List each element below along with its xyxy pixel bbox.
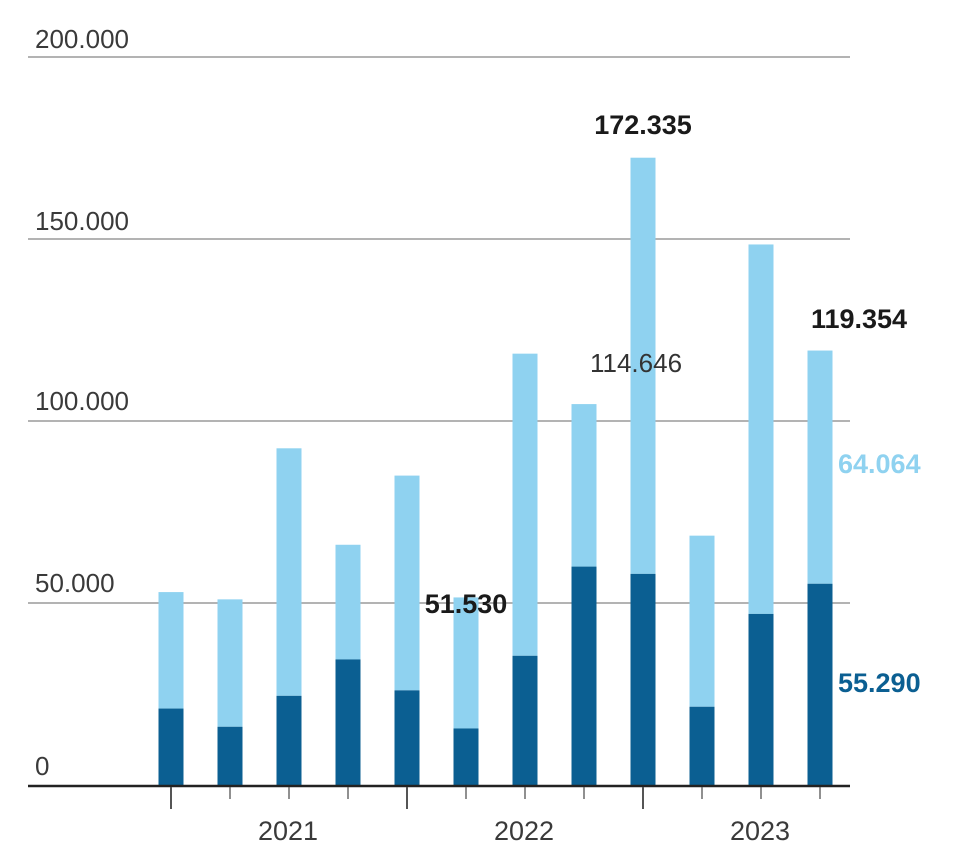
bar-dark-2023-q1 [630,573,656,785]
labels-layer: 200.000 150.000 100.000 50.000 0 2021 20… [35,24,921,844]
bar-dark-2022-q2 [453,728,479,785]
bar-light-2023-q4 [807,350,833,584]
bar-dark-2021-q2 [217,726,243,785]
bar-dark-2023-q3 [748,613,774,785]
bar-light-2023-q3 [748,244,774,614]
grid-layer [28,56,850,604]
total-label-2022-q2: 51.530 [425,589,508,619]
bar-light-2022-q2 [453,597,479,729]
x-ticks-layer [170,787,821,809]
bars-layer [158,157,833,785]
bar-dark-2021-q1 [158,708,184,785]
x-label-2022: 2022 [494,816,554,844]
bar-light-2023-q1 [630,157,656,574]
y-tick-label-50000: 50.000 [35,568,115,598]
y-tick-label-150000: 150.000 [35,206,129,236]
bar-light-2021-q1 [158,592,184,709]
segment-label-light-2023-q4: 64.064 [838,449,921,479]
segment-label-dark-2023-q4: 55.290 [838,668,921,698]
bar-light-2022-q1 [394,475,420,691]
x-label-2021: 2021 [258,816,318,844]
total-label-2023-q1: 172.335 [594,110,692,140]
y-tick-label-200000: 200.000 [35,24,129,54]
bar-dark-2022-q4 [571,566,597,785]
bar-dark-2021-q4 [335,659,361,785]
bar-light-2021-q3 [276,448,302,696]
bar-light-2021-q4 [335,544,361,660]
bar-light-2022-q4 [571,404,597,567]
bar-light-2021-q2 [217,599,243,727]
bar-dark-2022-q1 [394,690,420,785]
total-label-2023-q4: 119.354 [811,304,907,334]
y-tick-label-100000: 100.000 [35,386,129,416]
bar-light-2022-q3 [512,353,538,656]
bar-dark-2022-q3 [512,655,538,785]
y-tick-label-0: 0 [35,751,49,781]
bar-dark-2023-q2 [689,706,715,785]
bar-dark-2021-q3 [276,695,302,785]
total-label-2022-q4: 114.646 [590,348,682,378]
bar-light-2023-q2 [689,535,715,707]
bar-dark-2023-q4 [807,583,833,785]
x-label-2023: 2023 [730,816,790,844]
